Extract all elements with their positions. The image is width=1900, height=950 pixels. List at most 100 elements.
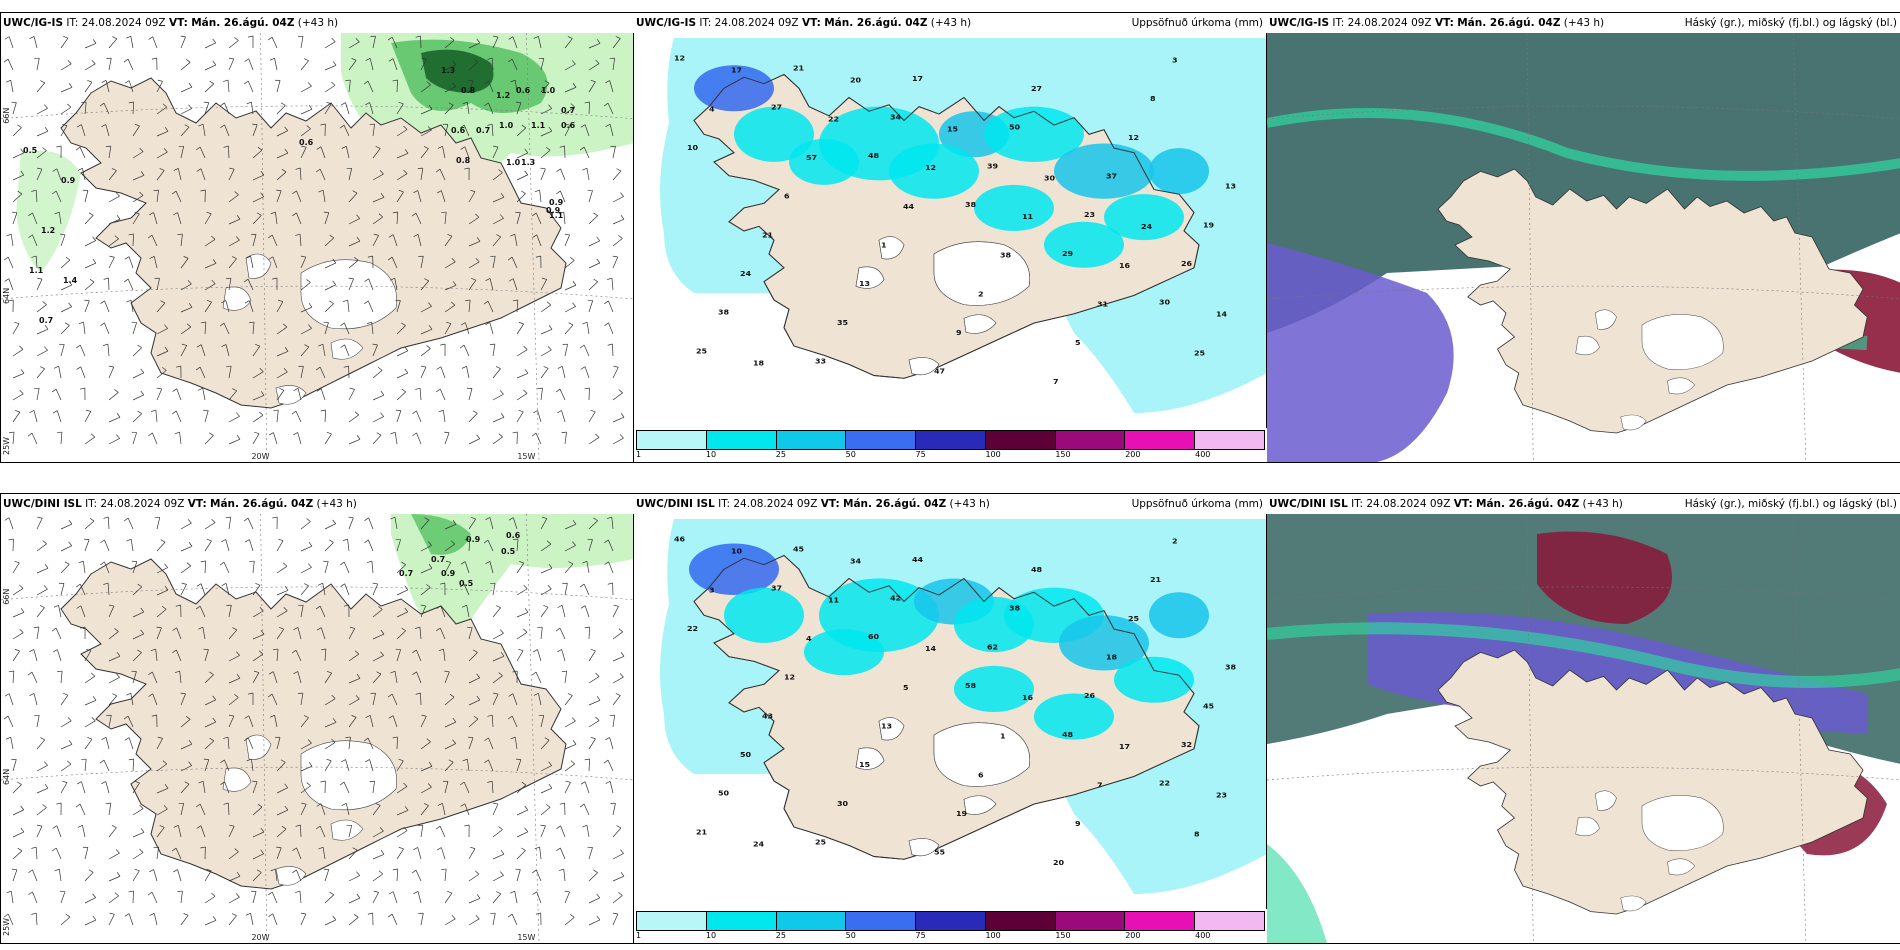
legend-tick: 100 [985,931,1001,940]
panel-header: UWC/IG-IS IT: 24.08.2024 09Z VT: Mán. 26… [1,13,634,33]
glacier [300,259,398,330]
precip-map-panel-1: UWC/IG-IS IT: 24.08.2024 09Z VT: Mán. 26… [633,12,1268,463]
precip-value-label: 24 [740,269,751,278]
precip-value-label: 27 [1031,84,1042,93]
legend-swatch [776,431,847,449]
legend-bar [636,430,1265,450]
glacier [1620,414,1647,431]
precip-value-label: 38 [1000,251,1011,260]
panel-title: Uppsöfnuð úrkoma (mm) [1131,17,1263,29]
glacier [908,838,940,857]
precip-value-label: 46 [674,535,685,544]
wind-value-label: 0.9 [549,198,564,207]
coastline [1437,168,1868,434]
coastline [1437,649,1868,915]
wind-value-label: 0.6 [506,531,521,540]
wind-value-label: 0.8 [456,156,471,165]
lon-label: 20W [251,452,269,461]
precip-value-label: 39 [987,162,998,171]
glacier [878,236,905,260]
legend-swatch [1195,912,1265,930]
wind-value-label: 0.7 [39,316,53,325]
precip-value-label: 3 [709,586,715,595]
legend-tick: 75 [915,450,926,459]
wind-value-label: 1.4 [63,276,78,285]
precip-value-label: 4 [806,634,812,643]
precip-value-label: 20 [850,76,861,85]
precip-value-label: 9 [1075,819,1081,828]
lon-label: 15W [517,933,535,942]
precip-value-label: 22 [1159,779,1170,788]
panel-header: UWC/IG-IS IT: 24.08.2024 09Z VT: Mán. 26… [634,13,1267,33]
precip-value-label: 23 [1084,210,1095,219]
precip-value-label: 17 [1119,742,1130,751]
legend-swatch [916,431,986,449]
precip-value-label: 18 [753,359,764,368]
lat-label: 25W [2,437,11,455]
panel-header: UWC/IG-IS IT: 24.08.2024 09Z VT: Mán. 26… [1267,13,1900,33]
legend-swatch [846,912,917,930]
wind-value-label: 0.7 [399,569,413,578]
legend-tick: 1 [636,450,642,459]
wind-map[interactable]: 66N 64N 25W 20W 15W 0.5 0.9 1.2 1.1 1.4 0.7 0.6 1.3 0… [1,33,634,462]
precip-value-label: 5 [1075,338,1081,347]
precip-value-label: 8 [1150,94,1156,103]
wind-value-label: 1.1 [549,211,564,220]
glacier [245,734,272,760]
wind-value-label: 0.5 [23,146,38,155]
wind-value-label: 0.6 [561,121,576,130]
precip-value-label: 57 [806,153,817,162]
lat-label: 64N [2,288,11,304]
precip-value-label: 38 [1009,604,1020,613]
precip-value-label: 7 [1053,377,1059,386]
precip-value-label: 38 [965,200,976,209]
legend-swatch [1125,912,1196,930]
precip-value-label: 6 [978,771,984,780]
legend-tick: 10 [705,931,717,940]
legend-tick: 100 [985,450,1001,459]
precip-value-label: 14 [925,644,936,653]
precip-value-label: 2 [1172,537,1178,546]
coastline [60,558,567,890]
precip-value-label: 25 [1128,614,1139,623]
precip-value-label: 30 [1044,174,1055,183]
precip-value-label: 21 [696,828,707,837]
glacier [1620,895,1647,912]
precip-value-label: 22 [828,115,839,124]
precip-value-label: 55 [934,848,945,857]
precip-value-label: 48 [868,152,879,161]
precip-value-label: 7 [1097,781,1103,790]
precip-value-label: 23 [1216,791,1227,800]
precip-map-panel-2: UWC/DINI ISL IT: 24.08.2024 09Z VT: Mán.… [633,493,1268,944]
precip-value-label: 10 [687,143,698,152]
precip-value-label: 12 [674,54,685,63]
precip-value-label: 17 [731,66,742,75]
glacier [330,338,364,360]
cloud-map[interactable] [1267,514,1900,943]
glacier [275,866,307,886]
panel-title: Háský (gr.), miðský (fj.bl.) og lágský (… [1684,17,1897,29]
cloud-map[interactable] [1267,33,1900,462]
legend-tick: 75 [915,931,926,940]
precip-value-label: 19 [1203,221,1214,230]
precip-value-label: 5 [903,683,909,692]
wind-value-label: 1.2 [496,91,510,100]
glacier [1594,309,1617,330]
glacier [933,722,1031,787]
wind-value-label: 1.1 [29,266,44,275]
precip-value-label: 35 [837,318,848,327]
wind-value-label: 0.7 [476,126,490,135]
glacier [1667,377,1696,395]
precip-value-label: 1 [881,241,887,250]
legend-tick: 150 [1055,931,1071,940]
precip-map[interactable]: 12 27 48 38 29 30 25 21 34 39 23 26 38 33 17 50 37 19 24 35… [634,33,1267,428]
lat-label: 64N [2,769,11,785]
precip-value-label: 32 [1181,740,1192,749]
legend-swatch [776,912,847,930]
wind-map[interactable]: 66N 64N 25W 20W 15W 0.9 0.6 0.7 0.5 0.7 0.9 0.5 [1,514,634,943]
panel-header: UWC/DINI ISL IT: 24.08.2024 09Z VT: Mán.… [1267,494,1900,514]
precip-value-label: 29 [1062,249,1073,258]
wind-value-label: 1.3 [521,158,535,167]
precip-value-label: 58 [965,681,976,690]
precip-map[interactable]: 46 37 60 58 48 22 21 45 42 62 26 32 50 25 44 38 18 45 50 30… [634,514,1267,909]
